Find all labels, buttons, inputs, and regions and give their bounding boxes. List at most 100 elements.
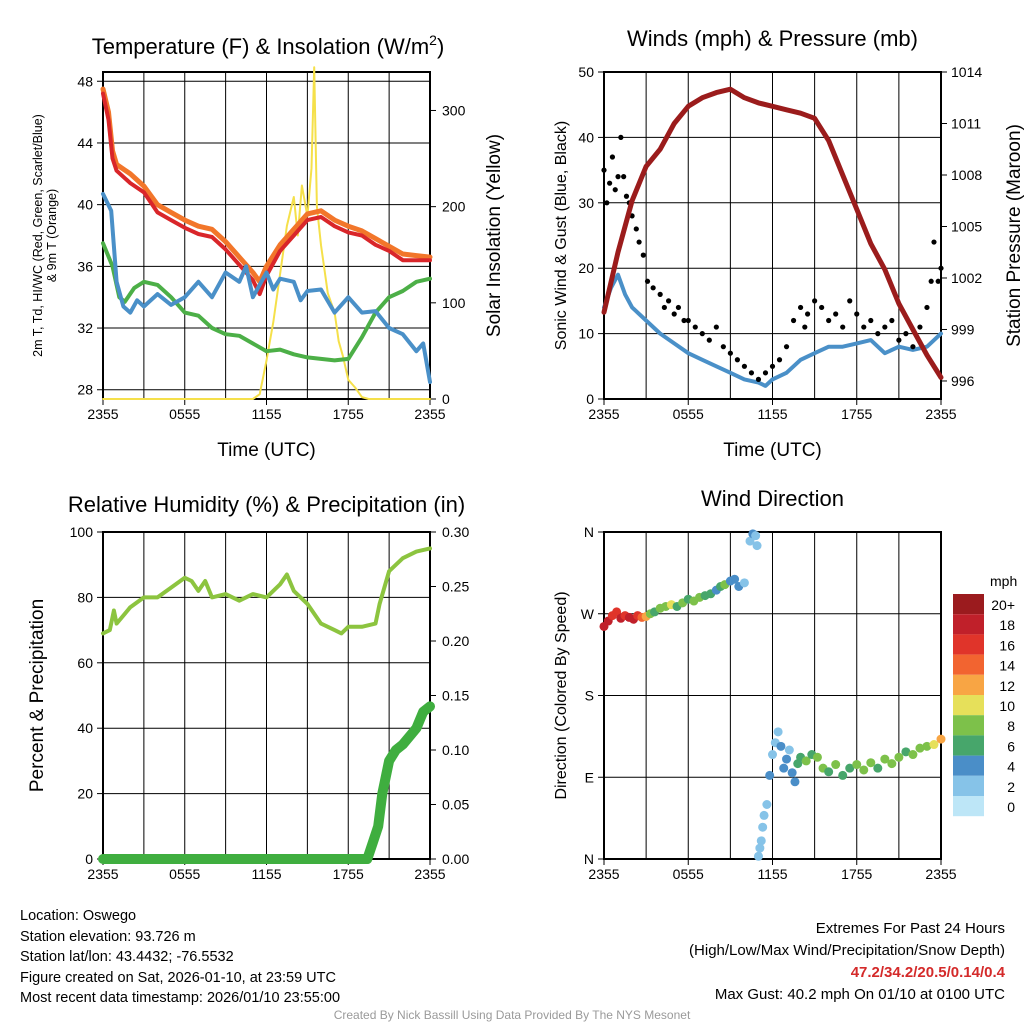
gust-point — [748, 370, 755, 376]
gust-point — [847, 298, 853, 304]
legend-label: 18 — [999, 617, 1015, 633]
y-tick-label: 20 — [77, 786, 93, 802]
gust-point — [840, 324, 846, 330]
direction-point — [787, 768, 797, 778]
direction-point — [894, 752, 904, 762]
gust-point — [623, 193, 630, 199]
direction-point — [755, 843, 765, 853]
legend-swatch — [953, 634, 984, 655]
legend-label: 14 — [999, 658, 1015, 674]
y-tick-label: 40 — [77, 720, 93, 736]
gust-point — [609, 154, 616, 160]
gust-point — [819, 304, 825, 311]
y2-tick-label: 0.10 — [442, 742, 469, 758]
direction-point — [831, 760, 841, 770]
gust-point — [675, 304, 682, 311]
legend-swatch — [953, 674, 984, 695]
direction-point — [752, 541, 762, 551]
gust-point — [868, 317, 874, 324]
title-sup: 2 — [429, 32, 437, 48]
x-tick-label: 1155 — [757, 406, 787, 422]
gust-point — [601, 167, 607, 173]
direction-point — [753, 851, 763, 861]
y-axis-label-2: & 9m T (Orange) — [45, 189, 59, 282]
legend-label: 16 — [999, 637, 1015, 653]
y-axis-label: 2m T, Td, HI/WC (Red, Green, Scarlet/Blu… — [31, 114, 45, 357]
station-info: Location: Oswego Station elevation: 93.7… — [20, 906, 340, 1009]
series-solar-insolation — [102, 66, 431, 400]
y2-tick-label: 300 — [442, 102, 466, 118]
y-tick-label: 40 — [578, 129, 594, 145]
credit: Created By Nick Bassill Using Data Provi… — [333, 1008, 691, 1022]
legend-label: 2 — [1007, 779, 1015, 795]
y-tick-label: 100 — [70, 524, 94, 540]
gust-point — [812, 298, 818, 304]
station-location: Location: Oswego — [20, 908, 137, 924]
gust-point — [861, 324, 867, 330]
direction-point — [922, 741, 932, 751]
direction-point — [756, 836, 766, 846]
y-tick-label: E — [585, 769, 594, 785]
gust-point — [665, 298, 672, 304]
direction-point — [612, 607, 622, 617]
y-tick-label: N — [584, 524, 594, 540]
x-tick-label: 1755 — [841, 406, 872, 422]
x-tick-label: 2355 — [925, 406, 956, 422]
x-tick-label: 2355 — [925, 866, 956, 882]
gust-point — [633, 226, 639, 232]
gust-point — [612, 187, 618, 193]
x-axis-label: Time (UTC) — [217, 440, 316, 461]
x-tick-label: 0555 — [169, 866, 200, 882]
y2-tick-label: 1008 — [951, 167, 982, 183]
gust-point — [896, 337, 902, 343]
plot-frame — [603, 531, 942, 860]
y2-tick-label: 100 — [442, 295, 466, 311]
direction-point — [812, 752, 822, 762]
gust-point — [797, 304, 804, 311]
gust-point — [615, 174, 621, 180]
direction-point — [852, 760, 862, 770]
gust-point — [882, 324, 888, 330]
x-tick-label: 1755 — [333, 406, 364, 422]
gust-point — [741, 363, 748, 369]
legend-swatch — [953, 614, 984, 635]
legend-label: 6 — [1007, 738, 1015, 754]
y2-tick-label: 0.20 — [442, 633, 469, 649]
gust-point — [762, 370, 769, 376]
legend-swatch — [953, 796, 984, 817]
plot-frame — [102, 71, 431, 400]
y2-axis-label: Solar Insolation (Yellow) — [484, 134, 505, 337]
gust-point — [720, 344, 726, 350]
legend-swatch — [953, 695, 984, 716]
gust-point — [910, 344, 916, 350]
legend-swatch — [953, 654, 984, 675]
gust-point — [938, 265, 944, 271]
direction-point — [873, 763, 883, 773]
gust-point — [636, 239, 642, 245]
y-tick-label: N — [584, 851, 594, 867]
gust-point — [802, 324, 808, 330]
x-tick-label: 0555 — [169, 406, 200, 422]
series-precipitation — [98, 701, 435, 864]
direction-point — [745, 536, 755, 546]
plot-frame — [603, 71, 942, 400]
y2-tick-label: 999 — [951, 321, 975, 337]
gust-point — [604, 200, 610, 206]
direction-point — [776, 741, 786, 751]
series-td — [101, 241, 432, 363]
legend-label: 10 — [999, 698, 1015, 714]
y-tick-label: 32 — [77, 320, 93, 336]
y2-tick-label: 1005 — [951, 218, 982, 234]
gust-point — [903, 331, 909, 337]
chart-title: Winds (mph) & Pressure (mb) — [627, 26, 918, 51]
gust-point — [734, 357, 740, 363]
y-tick-label: 20 — [578, 260, 594, 276]
legend-title: mph — [990, 573, 1017, 589]
y-tick-label: 10 — [578, 326, 594, 342]
gust-point — [917, 324, 923, 330]
direction-point — [765, 770, 775, 780]
y-axis-label: Sonic Wind & Gust (Blue, Black) — [553, 121, 570, 350]
x-tick-label: 1755 — [333, 866, 364, 882]
gust-point — [692, 324, 698, 330]
